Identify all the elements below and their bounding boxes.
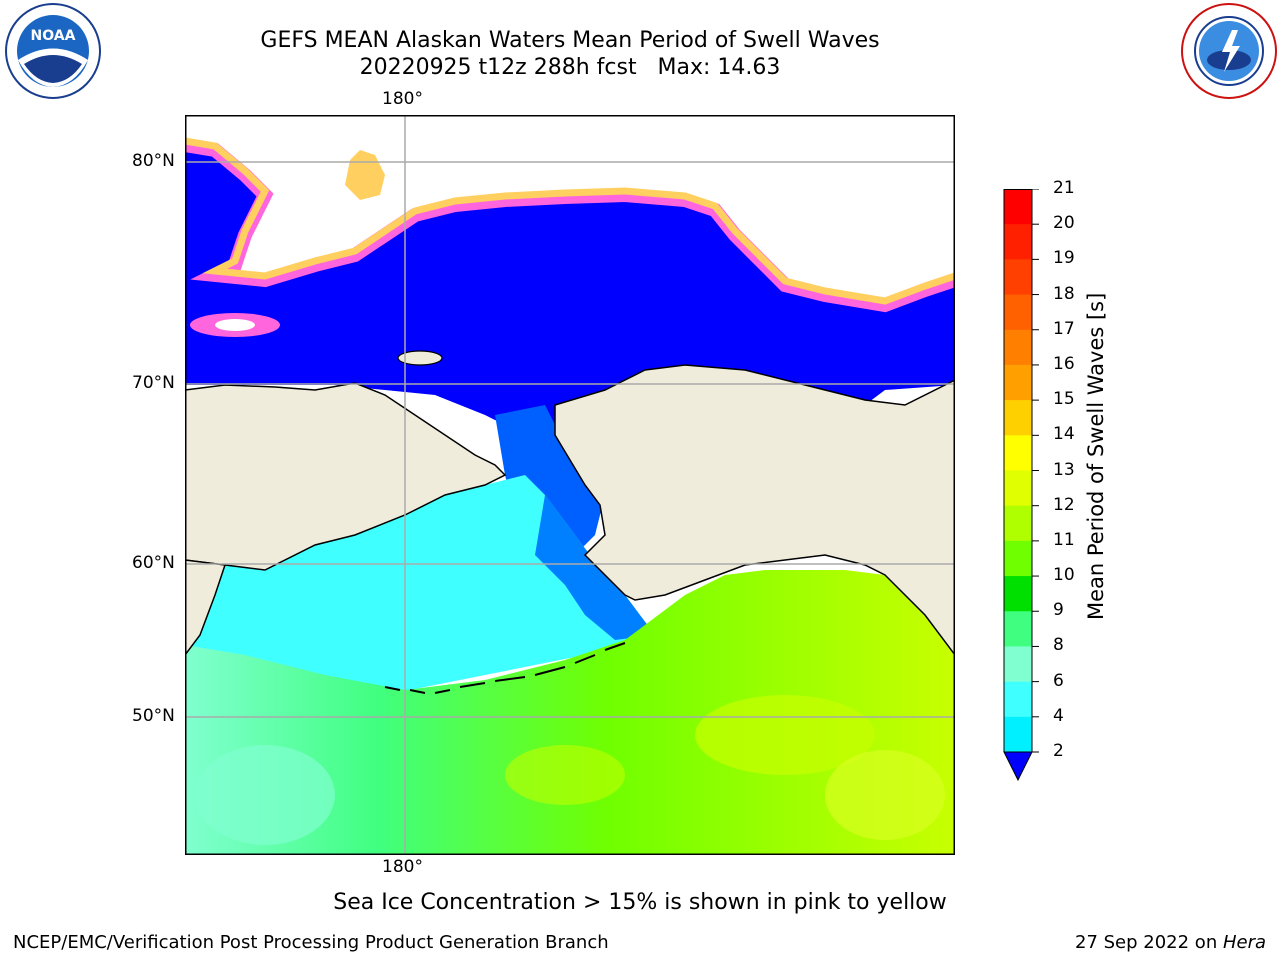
noaa-logo: NOAA	[4, 2, 102, 100]
colorbar-segment	[1004, 716, 1032, 753]
lat-label-50: 50°N	[132, 706, 175, 726]
colorbar-tick-label: 18	[1053, 283, 1075, 304]
lon-label-top: 180°	[382, 89, 423, 109]
footer-date-text: 27 Sep 2022 on	[1075, 932, 1223, 953]
colorbar-tick-label: 12	[1053, 494, 1075, 515]
lat-label-70: 70°N	[132, 373, 175, 393]
noaa-logo-text: NOAA	[31, 28, 76, 44]
nws-logo	[1180, 2, 1278, 100]
colorbar-extend-arrow	[1003, 751, 1033, 782]
north-pacific-region	[185, 570, 955, 855]
colorbar-segment	[1004, 224, 1032, 260]
lat-label-60: 60°N	[132, 553, 175, 573]
colorbar-tick-label: 11	[1053, 529, 1075, 550]
map-panel	[185, 115, 955, 855]
colorbar	[1003, 189, 1043, 784]
footer-machine: Hera	[1222, 932, 1266, 953]
colorbar-segment	[1004, 576, 1032, 612]
colorbar-segment	[1004, 294, 1032, 331]
lat-label-80: 80°N	[132, 151, 175, 171]
colorbar-tick-label: 9	[1053, 600, 1064, 621]
chart-subtitle: 20220925 t12z 288h fcst Max: 14.63	[359, 55, 781, 80]
colorbar-tick-label: 6	[1053, 670, 1064, 691]
colorbar-segment	[1004, 189, 1032, 225]
colorbar-tick-label: 19	[1053, 248, 1075, 269]
chart-title: GEFS MEAN Alaskan Waters Mean Period of …	[260, 28, 880, 53]
colorbar-segment	[1004, 611, 1032, 647]
bering-sea-region	[185, 475, 655, 715]
footer-credit: NCEP/EMC/Verification Post Processing Pr…	[13, 932, 609, 953]
siberia-land	[185, 382, 507, 571]
colorbar-segment	[1004, 540, 1032, 577]
colorbar-tick-label: 20	[1053, 213, 1075, 234]
colorbar-tick-label: 2	[1053, 741, 1064, 761]
colorbar-tick-label: 10	[1053, 565, 1075, 586]
colorbar-tick-label: 13	[1053, 459, 1075, 480]
colorbar-segment	[1004, 259, 1032, 296]
colorbar-segment	[1004, 364, 1032, 401]
colorbar-segment	[1004, 470, 1032, 507]
colorbar-tick-label: 21	[1053, 178, 1075, 198]
lon-label-bottom: 180°	[382, 857, 423, 877]
colorbar-tick-label: 14	[1053, 424, 1075, 445]
aleutian-islands	[384, 642, 626, 694]
alaska-land	[554, 364, 955, 657]
graticule	[185, 115, 955, 855]
colorbar-tick-label: 4	[1053, 705, 1064, 726]
sea-ice-note: Sea Ice Concentration > 15% is shown in …	[333, 890, 947, 915]
colorbar-tick-label: 16	[1053, 353, 1075, 374]
colorbar-tick-label: 15	[1053, 389, 1075, 410]
colorbar-segment	[1004, 400, 1032, 436]
colorbar-segment	[1004, 681, 1032, 718]
colorbar-tick-label: 17	[1053, 318, 1075, 339]
colorbar-segment	[1004, 646, 1032, 683]
colorbar-segment	[1004, 329, 1032, 366]
colorbar-segment	[1004, 435, 1032, 471]
colorbar-label: Mean Period of Swell Waves [s]	[1084, 292, 1108, 620]
colorbar-segment	[1004, 505, 1032, 542]
footer-date: 27 Sep 2022 on Hera	[1075, 932, 1266, 953]
colorbar-tick-label: 8	[1053, 635, 1064, 656]
